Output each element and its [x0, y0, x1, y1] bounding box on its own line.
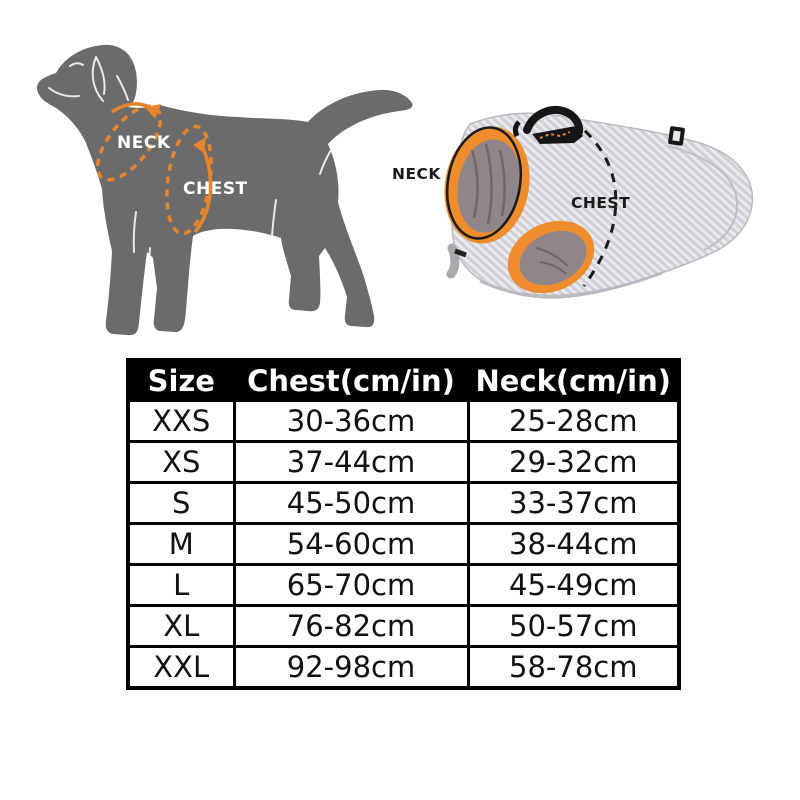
size-cell: XXL [126, 645, 236, 690]
chest-cell: 30-36cm [232, 399, 470, 443]
table-row: XXS 30-36cm 25-28cm [126, 399, 681, 443]
neck-cell: 45-49cm [466, 563, 681, 607]
dog-measurement-diagram: NECK CHEST [36, 44, 413, 336]
dog-chest-label: CHEST [183, 179, 248, 199]
chest-cell: 45-50cm [232, 481, 470, 525]
chest-cell: 37-44cm [232, 440, 470, 484]
neck-measure-annotation [95, 102, 163, 182]
neck-cell: 33-37cm [466, 481, 681, 525]
vest-chest-measure-line [557, 108, 618, 287]
measurement-illustration: NECK CHEST [36, 44, 754, 336]
vest-neck-opening [444, 126, 530, 244]
vest-neck-label: NECK [392, 165, 441, 183]
dog-silhouette [36, 44, 413, 336]
dog-detail-lines [48, 56, 332, 331]
neck-cell: 29-32cm [466, 440, 681, 484]
size-cell: XS [126, 440, 236, 484]
vest-leg-hole [507, 220, 595, 294]
table-row: XS 37-44cm 29-32cm [126, 440, 681, 484]
col-header-size: Size [126, 358, 236, 402]
vest-neck-measure-ring [445, 126, 523, 240]
table-row: L 65-70cm 45-49cm [126, 563, 681, 607]
neck-cell: 25-28cm [466, 399, 681, 443]
size-chart-header-row: Size Chest(cm/in) Neck(cm/in) [126, 358, 681, 402]
col-header-chest: Chest(cm/in) [232, 358, 470, 402]
chest-cell: 76-82cm [232, 604, 470, 648]
size-cell: XXS [126, 399, 236, 443]
size-chart-table: Size Chest(cm/in) Neck(cm/in) XXS 30-36c… [126, 358, 681, 690]
vest-strap-tab [446, 243, 460, 279]
neck-cell: 58-78cm [466, 645, 681, 690]
size-cell: S [126, 481, 236, 525]
dog-neck-label: NECK [117, 133, 171, 153]
size-cell: L [126, 563, 236, 607]
size-cell: M [126, 522, 236, 566]
chest-measure-annotation [165, 124, 213, 236]
chest-cell: 54-60cm [232, 522, 470, 566]
vest-chest-label: CHEST [571, 194, 630, 212]
neck-cell: 38-44cm [466, 522, 681, 566]
table-row: S 45-50cm 33-37cm [126, 481, 681, 525]
vest-brand-tag [668, 126, 685, 146]
vest-seam-line [667, 145, 739, 251]
vest-bottom-shadow [479, 271, 663, 298]
table-row: XXL 92-98cm 58-78cm [126, 645, 681, 690]
neck-arrowhead [145, 104, 161, 119]
vest-measurement-diagram: NECK CHEST [392, 106, 754, 299]
col-header-neck: Neck(cm/in) [466, 358, 681, 402]
size-cell: XL [126, 604, 236, 648]
chest-arrowhead [193, 137, 206, 153]
chest-cell: 65-70cm [232, 563, 470, 607]
table-row: XL 76-82cm 50-57cm [126, 604, 681, 648]
chest-cell: 92-98cm [232, 645, 470, 690]
neck-cell: 50-57cm [466, 604, 681, 648]
vest-strap-clip [454, 248, 467, 258]
table-row: M 54-60cm 38-44cm [126, 522, 681, 566]
